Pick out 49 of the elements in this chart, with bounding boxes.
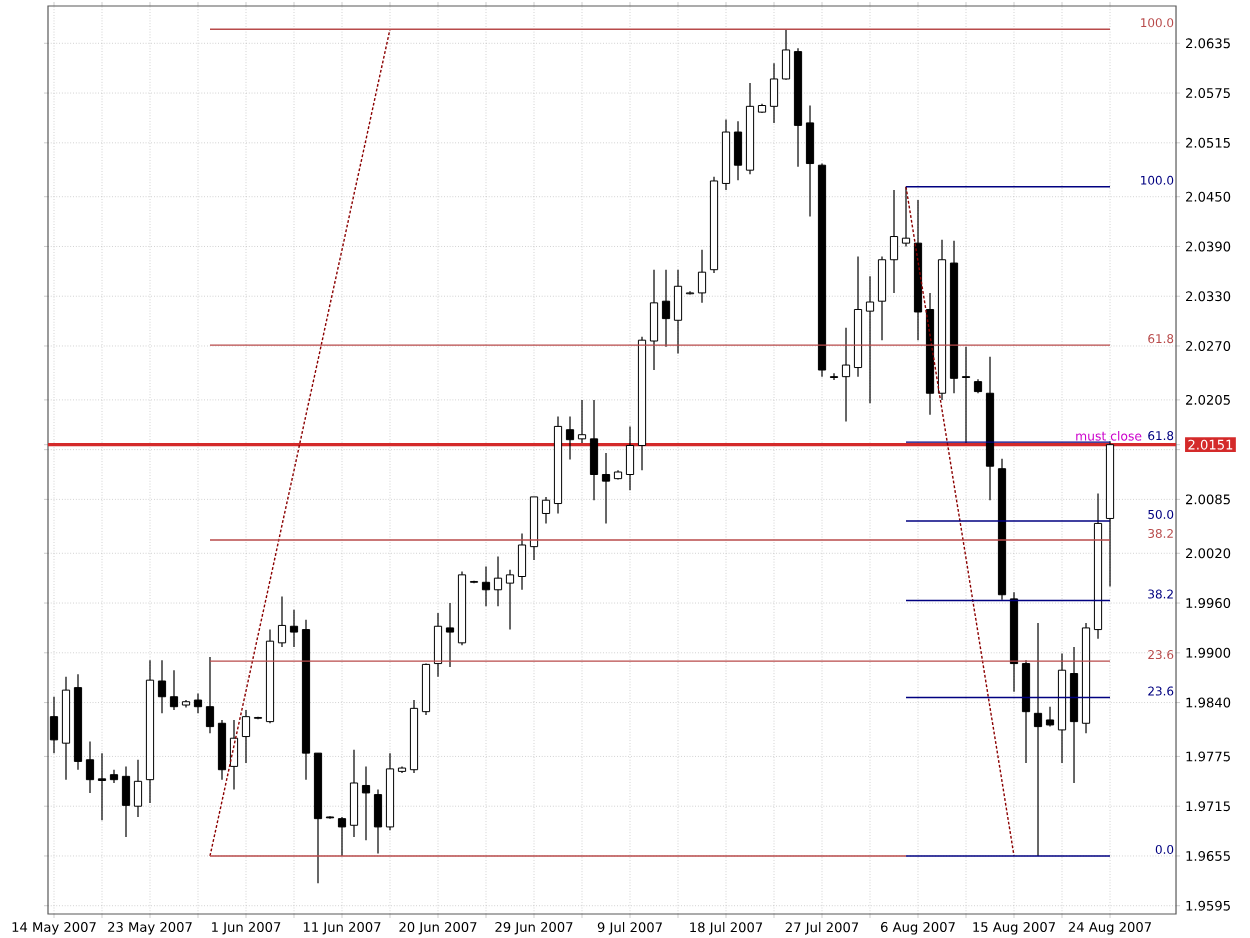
candlestick (289, 609, 299, 648)
candlestick (889, 189, 899, 294)
candlestick (97, 752, 107, 821)
candlestick (337, 816, 347, 857)
candlestick (433, 612, 443, 678)
candlestick (589, 399, 599, 501)
candlestick (625, 425, 635, 491)
candlestick (865, 275, 875, 404)
candlestick (901, 186, 911, 248)
candlestick (769, 62, 779, 124)
candlestick (541, 496, 551, 525)
candlestick (421, 662, 431, 716)
candlestick (169, 669, 179, 711)
candlestick (133, 759, 143, 818)
candlestick (841, 327, 851, 423)
line-series (209, 28, 391, 857)
candlestick (349, 749, 359, 838)
candlestick (361, 765, 371, 841)
candlestick (781, 29, 791, 81)
candlestick (205, 656, 215, 734)
candlestick (517, 532, 527, 591)
candlestick (121, 765, 131, 838)
candlestick (277, 595, 287, 648)
candlestick (49, 696, 59, 754)
candlestick (193, 692, 203, 714)
candlestick (577, 399, 587, 444)
candlestick (481, 565, 491, 607)
candlestick (697, 249, 707, 304)
candlestick (805, 104, 815, 218)
candlestick (661, 269, 671, 348)
candlestick (1045, 706, 1055, 728)
candlestick (565, 415, 575, 461)
candlestick (829, 372, 839, 381)
candlestick (601, 452, 611, 525)
candlestick (877, 255, 887, 341)
candlestick (241, 709, 251, 764)
candlestick (649, 269, 659, 371)
candlestick (85, 740, 95, 794)
candlestick (673, 269, 683, 355)
candlestick (505, 569, 515, 631)
candlestick (1033, 622, 1043, 857)
candlestick (373, 789, 383, 855)
candlestick (157, 659, 167, 714)
candlestick (217, 719, 227, 781)
candlestick (685, 290, 695, 296)
candlestick (493, 556, 503, 607)
candlestick (961, 346, 971, 444)
candlestick (733, 120, 743, 181)
candlestick (445, 602, 455, 668)
